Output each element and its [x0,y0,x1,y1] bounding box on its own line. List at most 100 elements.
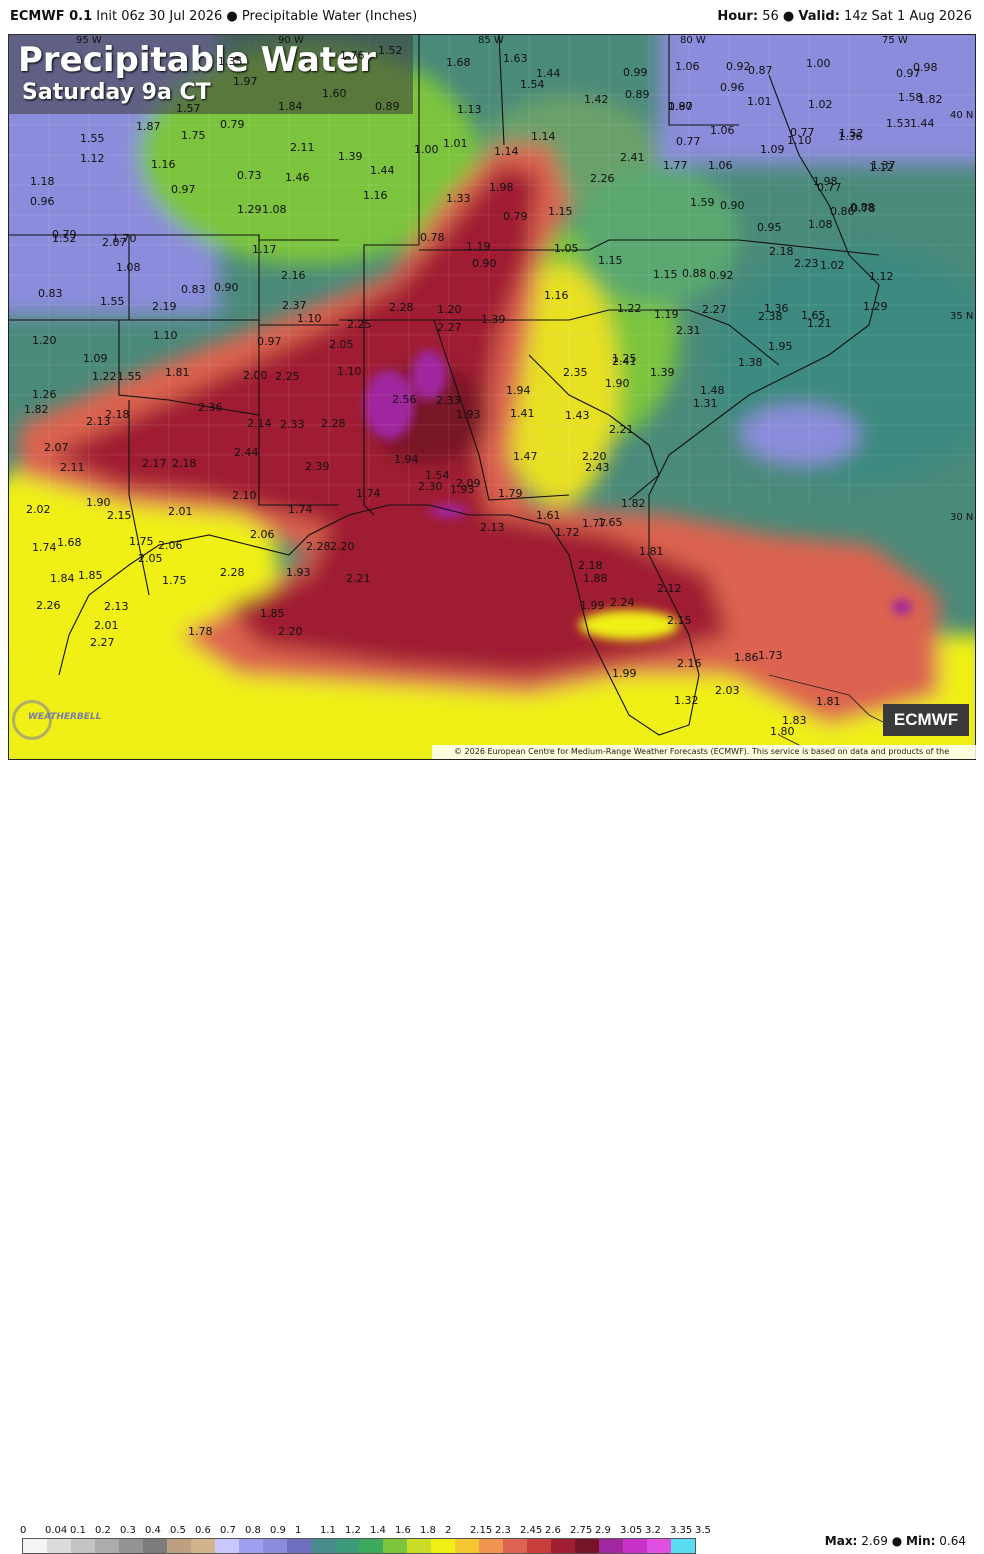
legend-swatch [383,1539,407,1553]
lat-label: 30 N [950,512,974,523]
legend-swatch [311,1539,335,1553]
pwat-value-label: 2.28 [321,417,346,430]
legend-swatch [503,1539,527,1553]
pwat-value-label: 0.88 [682,267,707,280]
pwat-value-label: 1.17 [252,243,277,256]
pwat-value-label: 2.00 [243,369,268,382]
valid-label: Valid: [798,9,840,24]
legend-tick-label: 0.9 [270,1525,286,1536]
pwat-value-label: 1.20 [437,303,462,316]
pwat-value-label: 1.10 [787,134,812,147]
pwat-value-label: 1.53 [886,117,911,130]
legend-swatch [407,1539,431,1553]
pwat-value-label: 2.13 [104,600,129,613]
pwat-value-label: 1.87 [136,120,161,133]
pwat-value-label: 0.96 [30,195,55,208]
pwat-value-label: 2.28 [220,566,245,579]
pwat-value-label: 1.74 [356,487,381,500]
pwat-value-label: 0.79 [220,118,245,131]
pwat-value-label: 2.15 [107,509,132,522]
pwat-value-label: 1.36 [838,130,863,143]
pwat-value-label: 1.60 [322,87,347,100]
pwat-value-label: 1.00 [806,57,831,70]
pwat-value-label: 1.65 [801,309,826,322]
legend-swatch [551,1539,575,1553]
pwat-value-label: 1.09 [760,143,785,156]
header-right: Hour: 56 ● Valid: 14z Sat 1 Aug 2026 [717,9,972,24]
legend-swatch [479,1539,503,1553]
pwat-value-label: 2.38 [758,310,783,323]
pwat-value-label: 1.61 [536,509,561,522]
pwat-value-label: 1.22 [617,302,642,315]
pwat-value-label: 1.75 [129,535,154,548]
pwat-value-label: 2.35 [563,366,588,379]
pwat-value-label: 1.68 [446,56,471,69]
pwat-value-label: 1.08 [808,218,833,231]
pwat-value-label: 1.93 [450,483,475,496]
lon-label: 85 W [478,35,504,46]
pwat-value-label: 0.97 [668,100,693,113]
pwat-value-label: 1.77 [663,159,688,172]
pwat-value-label: 1.97 [233,75,258,88]
pwat-value-label: 1.01 [443,137,468,150]
pwat-value-label: 0.77 [790,126,815,139]
legend-swatch [263,1539,287,1553]
header-left: ECMWF 0.1 Init 06z 30 Jul 2026 ● Precipi… [10,9,417,24]
pwat-value-label: 1.06 [675,60,700,73]
pwat-value-label: 1.29 [863,300,888,313]
pwat-value-label: 0.90 [720,199,745,212]
pwat-value-label: 2.01 [94,619,119,632]
pwat-value-label: 1.59 [690,196,715,209]
pwat-value-label: 0.83 [181,283,206,296]
legend-swatch [431,1539,455,1553]
pwat-value-label: 1.08 [116,261,141,274]
pwat-value-label: 2.27 [90,636,115,649]
pwat-value-label: 1.29 [237,203,262,216]
legend-tick-label: 2 [445,1525,452,1536]
legend-swatch [95,1539,119,1553]
pwat-value-label: 1.46 [285,171,310,184]
pwat-value-label: 2.03 [715,684,740,697]
legend-tick-label: 1.2 [345,1525,361,1536]
pwat-value-label: 1.99 [580,599,605,612]
pwat-value-label: 1.57 [176,102,201,115]
legend-tick-label: 0.5 [170,1525,186,1536]
pwat-value-label: 1.74 [288,503,313,516]
pwat-value-label: 1.15 [548,205,573,218]
legend-swatch [359,1539,383,1553]
pwat-value-label: 1.85 [260,607,285,620]
pwat-value-label: 1.16 [151,158,176,171]
pwat-value-label: 2.05 [329,338,354,351]
logo-swirl-icon [12,700,52,740]
pwat-value-label: 1.02 [808,98,833,111]
pwat-value-label: 1.84 [278,100,303,113]
legend-swatch [23,1539,47,1553]
pwat-value-label: 1.73 [758,649,783,662]
pwat-value-label: 2.26 [590,172,615,185]
map-title: Precipitable Water [18,40,376,80]
pwat-value-label: 1.14 [531,130,556,143]
pwat-value-label: 0.97 [896,67,921,80]
pwat-value-label: 2.20 [278,625,303,638]
legend-tick-label: 2.9 [595,1525,611,1536]
legend-swatch [191,1539,215,1553]
logo-text: WEATHERBELL [28,712,102,722]
pwat-value-label: 2.44 [234,446,259,459]
pwat-value-label: 1.83 [782,714,807,727]
max-min-readout: Max: 2.69 ● Min: 0.64 [825,1534,966,1548]
pwat-value-label: 2.13 [480,521,505,534]
pwat-value-label: 2.43 [585,461,610,474]
pwat-value-label: 1.44 [536,67,561,80]
pwat-value-label: 1.81 [816,695,841,708]
pwat-value-label: 2.11 [60,461,85,474]
pwat-value-label: 1.39 [338,150,363,163]
legend-tick-label: 0.8 [245,1525,261,1536]
pwat-value-label: 1.02 [820,259,845,272]
legend-tick-label: 0 [20,1525,27,1536]
pwat-value-label: 0.97 [257,335,282,348]
pwat-value-label: 2.37 [282,299,307,312]
lon-label: 80 W [680,35,706,46]
hour-label: Hour: [717,9,759,24]
pwat-value-label: 2.02 [26,503,51,516]
legend-tick-label: 2.45 [520,1525,543,1536]
